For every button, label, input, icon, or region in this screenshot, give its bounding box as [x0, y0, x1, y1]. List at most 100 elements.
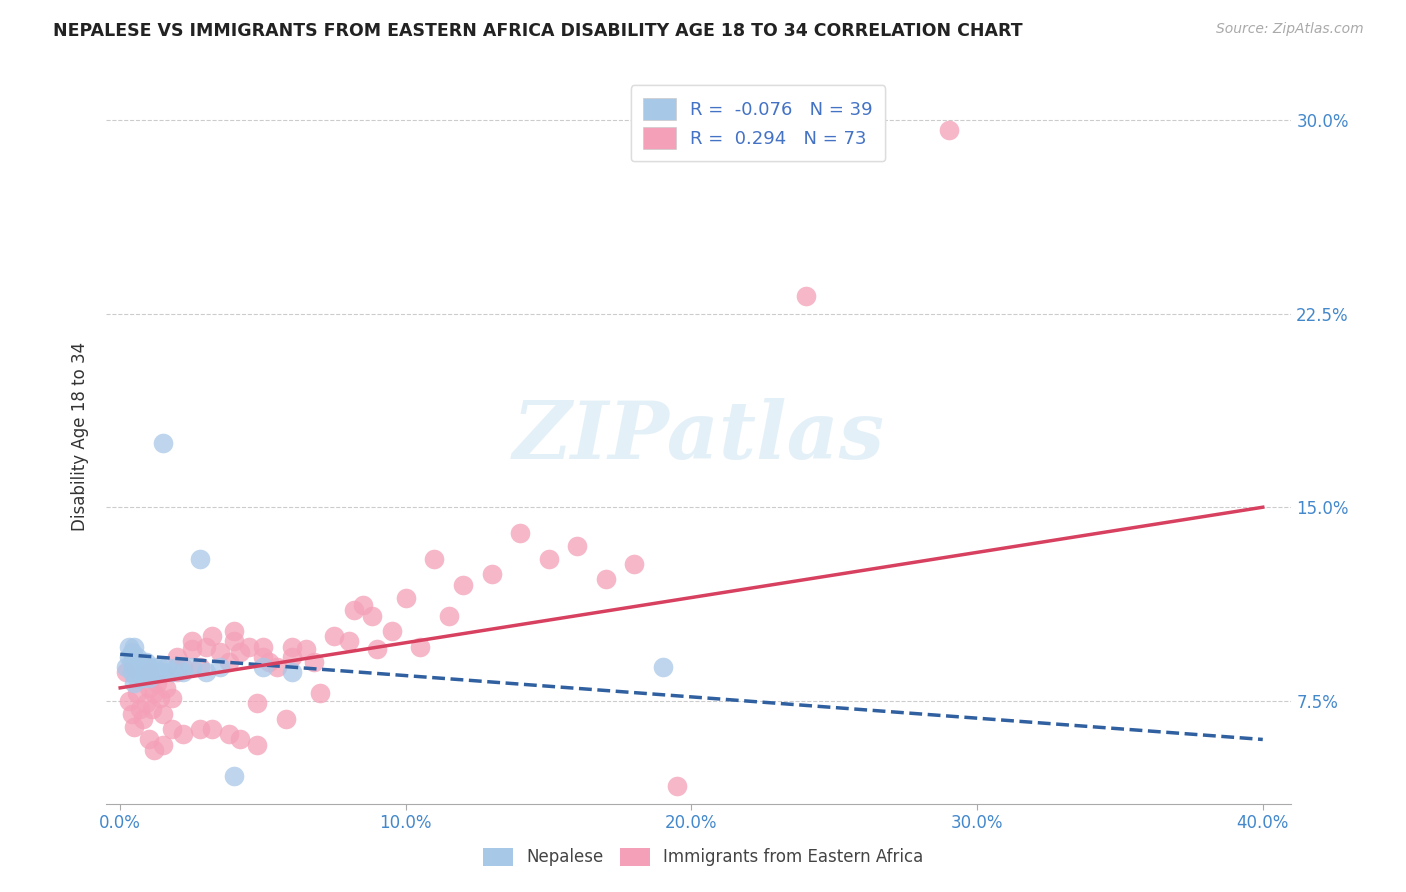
Point [304, 655, 326, 669]
Point [160, 665, 183, 680]
Point [451, 577, 474, 591]
Point [138, 671, 160, 685]
Point [121, 665, 143, 680]
Point [141, 701, 163, 715]
Point [395, 591, 418, 605]
Point [437, 608, 460, 623]
Point [194, 640, 217, 654]
Point [360, 608, 382, 623]
Point [143, 660, 166, 674]
Point [124, 649, 146, 664]
Point [623, 557, 645, 571]
Point [149, 660, 172, 674]
Point [229, 645, 252, 659]
Point [138, 732, 160, 747]
Point [141, 665, 163, 680]
Point [274, 712, 297, 726]
Point [595, 573, 617, 587]
Point [218, 727, 240, 741]
Point [135, 696, 157, 710]
Point [132, 712, 155, 726]
Point [323, 629, 346, 643]
Point [309, 686, 332, 700]
Point [118, 649, 141, 664]
Point [127, 660, 149, 674]
Point [127, 649, 149, 664]
Text: ZIPatlas: ZIPatlas [513, 398, 884, 475]
Point [166, 660, 188, 674]
Point [246, 738, 269, 752]
Point [180, 660, 202, 674]
Point [166, 665, 188, 680]
Point [246, 696, 269, 710]
Point [152, 706, 174, 721]
Point [152, 435, 174, 450]
Point [343, 603, 366, 617]
Point [124, 675, 146, 690]
Point [252, 649, 274, 664]
Point [200, 722, 222, 736]
Point [651, 660, 673, 674]
Point [132, 660, 155, 674]
Point [409, 640, 432, 654]
Point [143, 743, 166, 757]
Point [188, 722, 211, 736]
Point [127, 671, 149, 685]
Legend: Nepalese, Immigrants from Eastern Africa: Nepalese, Immigrants from Eastern Africa [474, 839, 932, 875]
Point [155, 660, 177, 674]
Point [280, 665, 302, 680]
Point [118, 694, 141, 708]
Point [180, 634, 202, 648]
Point [194, 665, 217, 680]
Point [129, 701, 152, 715]
Point [188, 551, 211, 566]
Point [152, 738, 174, 752]
Point [794, 288, 817, 302]
Point [155, 681, 177, 695]
Point [160, 691, 183, 706]
Y-axis label: Disability Age 18 to 34: Disability Age 18 to 34 [72, 342, 89, 531]
Point [366, 642, 388, 657]
Point [224, 624, 246, 638]
Point [138, 665, 160, 680]
Point [380, 624, 402, 638]
Point [238, 640, 260, 654]
Point [172, 727, 194, 741]
Point [146, 675, 169, 690]
Point [152, 665, 174, 680]
Point [124, 660, 146, 674]
Point [218, 655, 240, 669]
Point [280, 649, 302, 664]
Point [252, 640, 274, 654]
Point [115, 660, 138, 674]
Point [129, 655, 152, 669]
Point [200, 629, 222, 643]
Point [537, 551, 560, 566]
Legend: R =  -0.076   N = 39, R =  0.294   N = 73: R = -0.076 N = 39, R = 0.294 N = 73 [631, 85, 886, 161]
Point [172, 665, 194, 680]
Point [252, 660, 274, 674]
Point [135, 665, 157, 680]
Point [352, 599, 374, 613]
Point [229, 732, 252, 747]
Point [337, 634, 360, 648]
Point [567, 539, 589, 553]
Text: Source: ZipAtlas.com: Source: ZipAtlas.com [1216, 22, 1364, 37]
Point [143, 686, 166, 700]
Point [138, 681, 160, 695]
Point [124, 640, 146, 654]
Point [172, 660, 194, 674]
Point [118, 640, 141, 654]
Point [280, 640, 302, 654]
Point [121, 706, 143, 721]
Point [115, 665, 138, 680]
Point [188, 660, 211, 674]
Point [160, 722, 183, 736]
Point [121, 645, 143, 659]
Point [666, 779, 689, 793]
Text: NEPALESE VS IMMIGRANTS FROM EASTERN AFRICA DISABILITY AGE 18 TO 34 CORRELATION C: NEPALESE VS IMMIGRANTS FROM EASTERN AFRI… [53, 22, 1024, 40]
Point [423, 551, 446, 566]
Point [266, 660, 288, 674]
Point [129, 665, 152, 680]
Point [180, 642, 202, 657]
